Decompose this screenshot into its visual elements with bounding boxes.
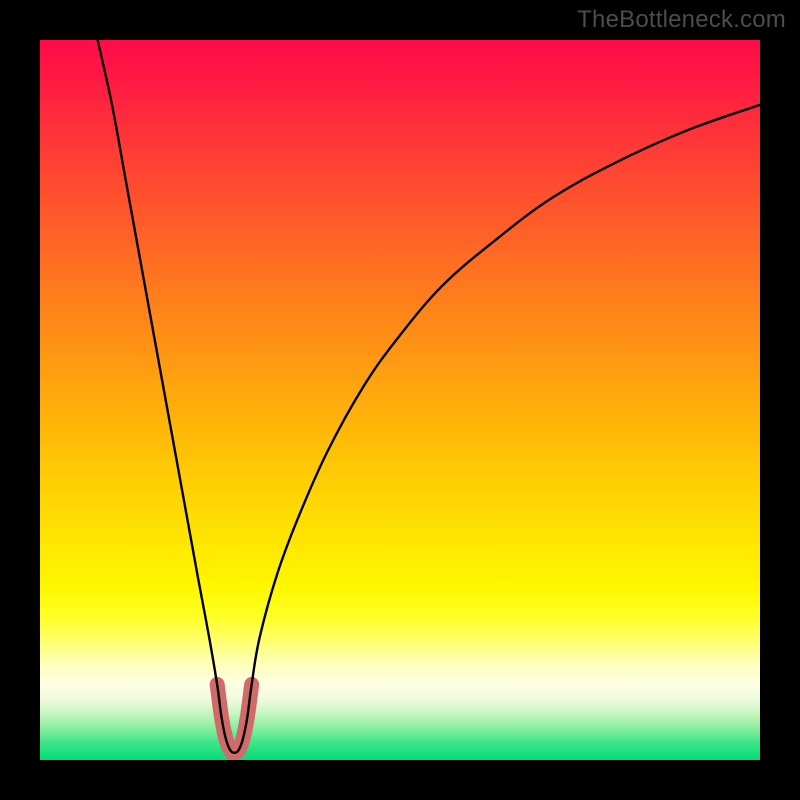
plot-gradient-background bbox=[40, 40, 760, 760]
chart-container: TheBottleneck.com bbox=[0, 0, 800, 800]
watermark-text: TheBottleneck.com bbox=[577, 6, 786, 34]
bottleneck-curve-plot bbox=[0, 0, 800, 800]
